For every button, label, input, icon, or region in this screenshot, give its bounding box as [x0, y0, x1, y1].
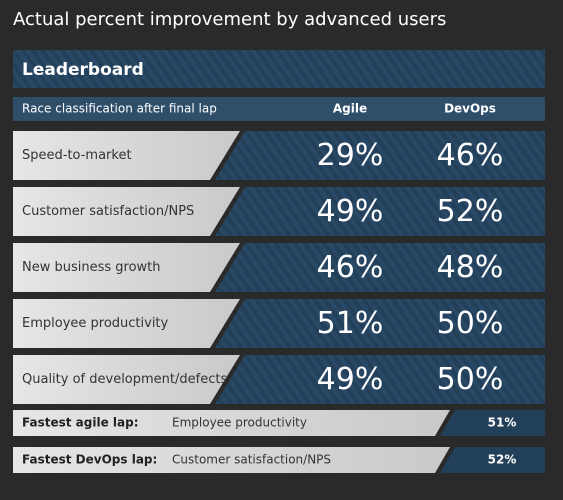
leaderboard-title: Leaderboard — [22, 60, 144, 80]
fastest-value: 51% — [488, 416, 517, 430]
fastest-category: Employee productivity — [172, 416, 307, 430]
row-label: Speed-to-market — [22, 148, 132, 163]
devops-value: 48% — [437, 250, 504, 285]
agile-value: 49% — [317, 194, 384, 229]
row-label-bg — [13, 131, 240, 180]
agile-value: 29% — [317, 138, 384, 173]
row-label: New business growth — [22, 260, 161, 275]
row-label-bg — [13, 299, 240, 348]
header-agile: Agile — [333, 102, 367, 116]
agile-value: 49% — [317, 362, 384, 397]
fastest-label-bg — [13, 447, 450, 473]
row-label: Quality of development/defects — [22, 372, 227, 387]
row-value-bg — [215, 243, 545, 292]
fastest-value: 52% — [488, 453, 517, 467]
row-value-bg — [215, 299, 545, 348]
fastest-value-bg — [440, 410, 545, 436]
page-title: Actual percent improvement by advanced u… — [13, 9, 446, 30]
header-devops: DevOps — [444, 102, 496, 116]
devops-value: 50% — [437, 362, 504, 397]
fastest-value-bg — [440, 447, 545, 473]
header-label: Race classification after final lap — [22, 102, 217, 116]
devops-value: 46% — [437, 138, 504, 173]
agile-value: 51% — [317, 306, 384, 341]
agile-value: 46% — [317, 250, 384, 285]
row-label-bg — [13, 243, 240, 292]
row-value-bg — [215, 355, 545, 404]
row-value-bg — [215, 187, 545, 236]
row-value-bg — [215, 131, 545, 180]
row-label: Customer satisfaction/NPS — [22, 204, 194, 219]
row-label-bg — [13, 187, 240, 236]
devops-value: 52% — [437, 194, 504, 229]
fastest-label: Fastest agile lap: — [22, 416, 139, 430]
fastest-label: Fastest DevOps lap: — [22, 453, 157, 467]
leaderboard-bar — [13, 50, 545, 88]
fastest-label-bg — [13, 410, 450, 436]
row-label: Employee productivity — [22, 316, 169, 331]
fastest-category: Customer satisfaction/NPS — [172, 453, 331, 467]
header-bar — [13, 97, 545, 121]
devops-value: 50% — [437, 306, 504, 341]
row-label-bg — [13, 355, 240, 404]
